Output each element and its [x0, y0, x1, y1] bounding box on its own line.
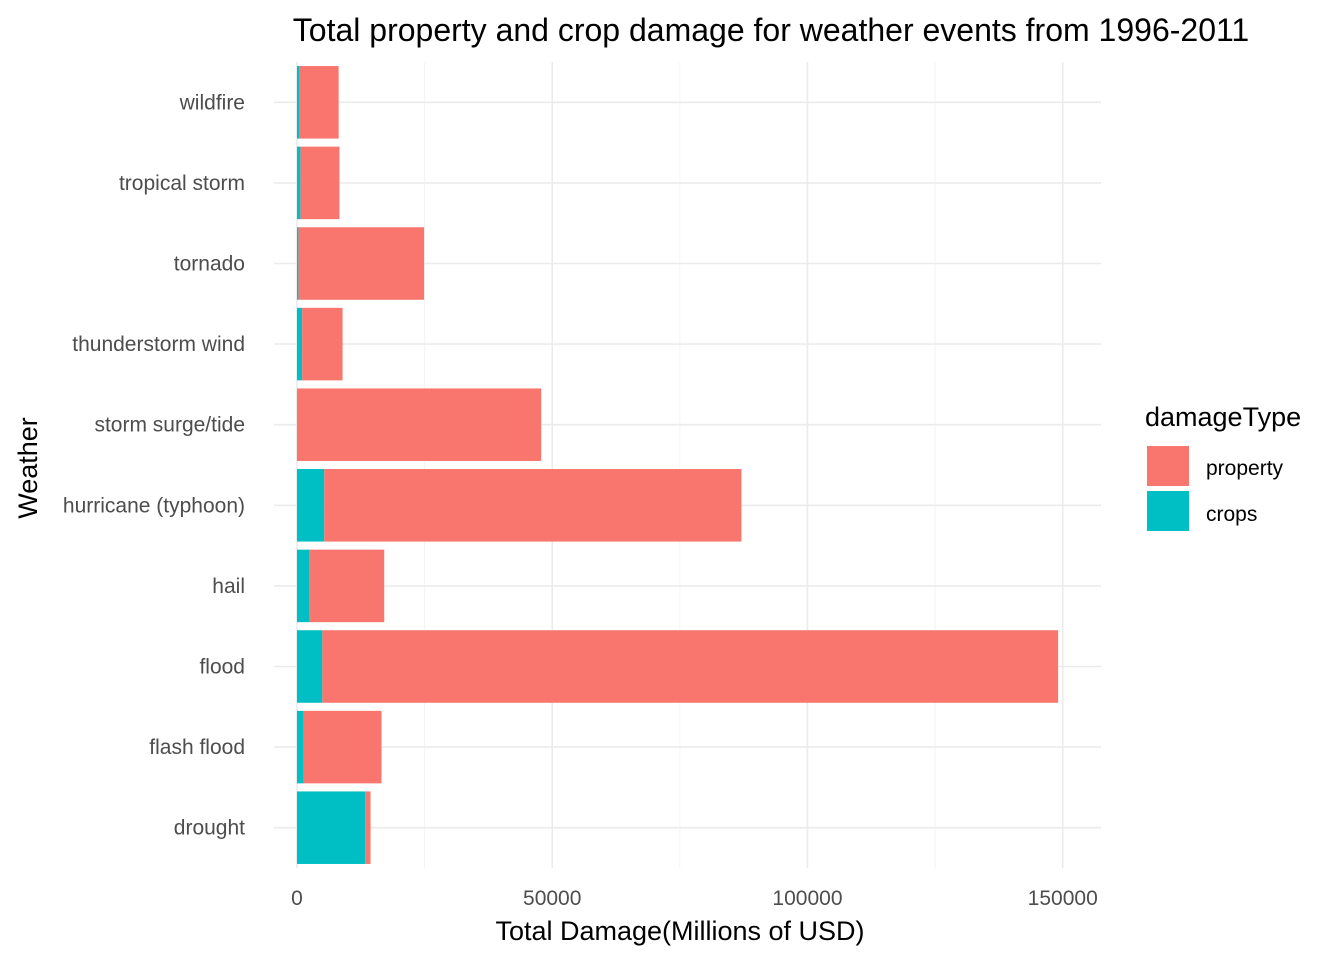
y-tick-label: wildfire — [179, 91, 245, 114]
bar-crops-tornado — [296, 227, 299, 300]
y-tick-label: hurricane (typhoon) — [63, 494, 245, 517]
bar-property-tornado — [298, 227, 425, 300]
y-tick-label: storm surge/tide — [94, 414, 245, 437]
x-axis-title: Total Damage(Millions of USD) — [495, 916, 864, 946]
bar-property-wildfire — [299, 66, 339, 139]
y-axis-title: Weather — [13, 417, 43, 519]
bar-crops-hurricane-typhoon — [296, 469, 325, 542]
legend-label-property: property — [1206, 457, 1284, 480]
bar-property-hail — [309, 549, 385, 623]
bar-property-flash-flood — [303, 710, 382, 784]
x-tick-label: 0 — [291, 887, 303, 910]
bar-property-thunderstorm-wind — [302, 307, 343, 381]
bar-crops-flood — [296, 630, 323, 703]
legend-label-crops: crops — [1206, 503, 1257, 526]
y-tick-label: thunderstorm wind — [72, 333, 245, 356]
bar-property-tropical-storm — [300, 146, 340, 220]
legend-swatch-crops — [1147, 491, 1189, 531]
y-tick-label: drought — [174, 817, 245, 840]
legend-title: damageType — [1145, 402, 1301, 432]
legend-swatch-property — [1147, 446, 1189, 486]
x-tick-label: 150000 — [1028, 887, 1098, 910]
bar-crops-drought — [296, 791, 366, 864]
bar-crops-flash-flood — [296, 710, 304, 784]
legend: damageType property crops — [1145, 402, 1301, 531]
y-tick-labels: drought flash flood flood hail hurricane (ty… — [63, 91, 245, 839]
bar-property-drought — [365, 791, 371, 864]
bar-property-storm-surge-tide — [296, 388, 542, 461]
bar-property-flood — [322, 630, 1059, 703]
y-tick-label: tornado — [174, 253, 245, 276]
grid-lines — [274, 62, 1101, 868]
y-tick-label: hail — [212, 575, 245, 598]
chart-title: Total property and crop damage for weath… — [293, 12, 1249, 48]
bar-crops-thunderstorm-wind — [296, 307, 303, 381]
bar-crops-wildfire — [296, 66, 300, 139]
y-tick-label: flood — [199, 656, 245, 679]
bars — [296, 66, 1059, 864]
bar-property-hurricane-typhoon — [324, 469, 742, 542]
bar-crops-tropical-storm — [296, 146, 301, 220]
y-tick-label: tropical storm — [119, 172, 245, 195]
bar-crops-hail — [296, 549, 310, 623]
x-tick-labels: 0 50000 100000 150000 — [291, 887, 1098, 910]
x-tick-label: 100000 — [772, 887, 842, 910]
y-tick-label: flash flood — [149, 736, 245, 759]
x-tick-label: 50000 — [523, 887, 581, 910]
